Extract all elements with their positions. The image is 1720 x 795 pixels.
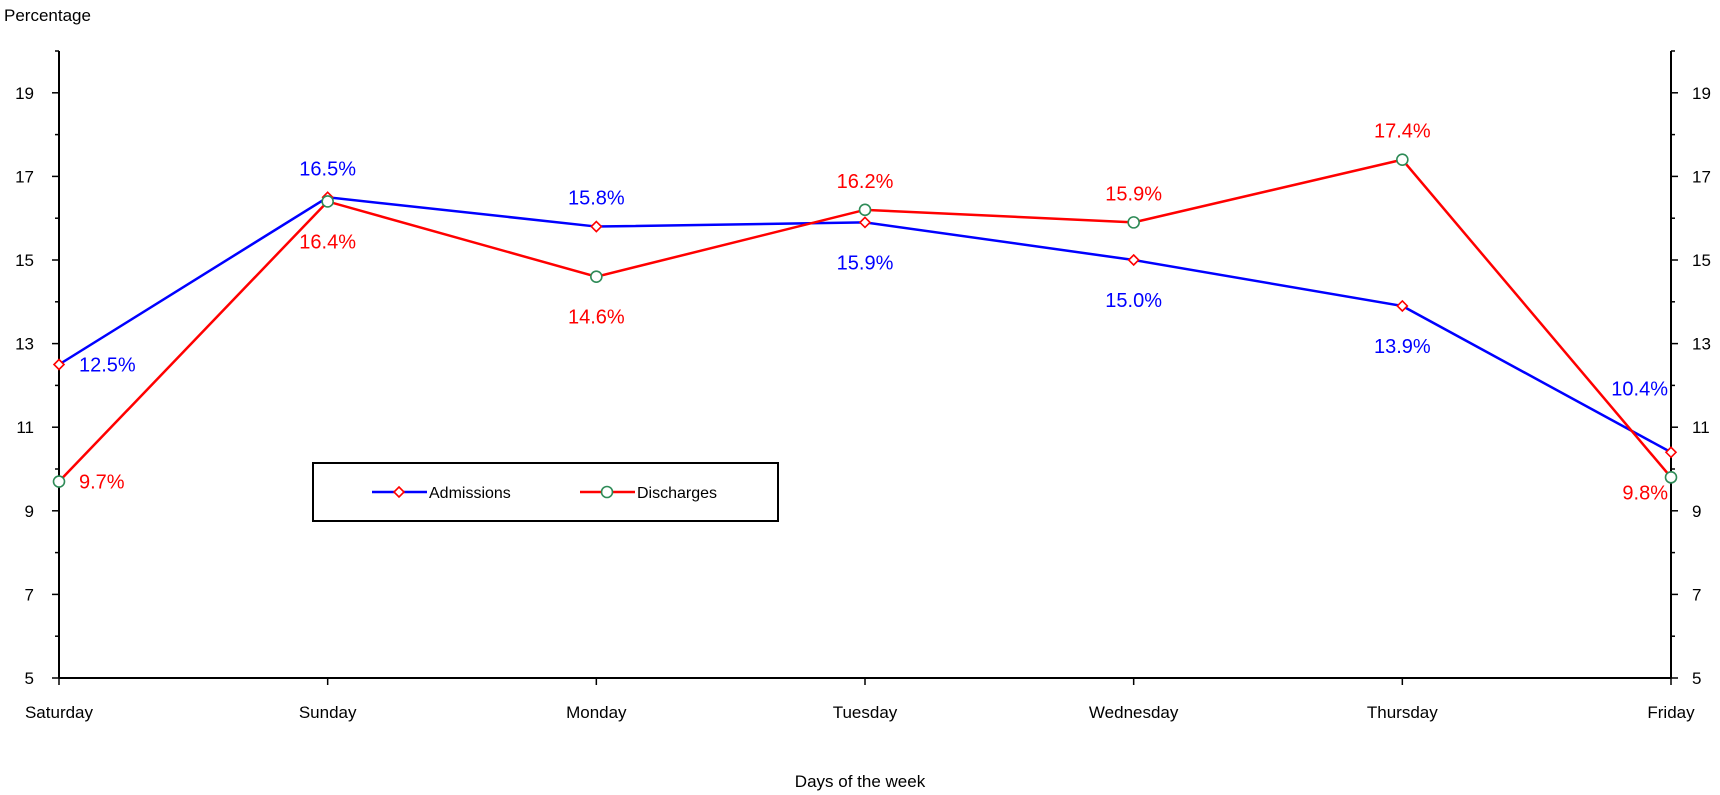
y-tick-label-right: 17 [1692, 167, 1711, 186]
y-tick-label-left: 5 [25, 669, 34, 688]
marker-diamond [590, 220, 603, 233]
y-tick-label-left: 13 [15, 335, 34, 354]
marker-diamond [392, 485, 406, 499]
marker-circle [52, 475, 66, 488]
legend-label: Admissions [429, 485, 511, 502]
y-tick-label-left: 11 [16, 418, 34, 437]
data-labels: 12.5% 16.5% 15.8% 15.9% 15.0% 13.9% 10.4% 9.7% 1… [79, 121, 1668, 505]
data-label: 13.9% [1374, 336, 1431, 358]
data-label: 14.6% [568, 307, 625, 329]
y-axis-title: Percentage [4, 6, 91, 25]
marker-circle [1664, 471, 1678, 484]
y-tick-label-right: 13 [1692, 335, 1711, 354]
data-label: 10.4% [1611, 378, 1668, 400]
data-label: 16.4% [299, 231, 356, 253]
data-label: 16.5% [299, 158, 356, 180]
legend-label: Discharges [637, 485, 717, 502]
y-tick-label-left: 9 [25, 502, 34, 521]
x-tick-label: Monday [566, 703, 627, 722]
data-label: 15.9% [837, 252, 894, 274]
y-tick-label-left: 7 [25, 585, 34, 604]
x-tick-label: Friday [1647, 703, 1695, 722]
data-label: 12.5% [79, 355, 136, 377]
data-label: 9.8% [1622, 482, 1668, 504]
data-label: 15.0% [1105, 290, 1162, 312]
x-tick-label: Tuesday [833, 703, 898, 722]
y-tick-label-left: 15 [15, 251, 34, 270]
y-tick-label-right: 5 [1692, 669, 1701, 688]
marker-diamond [52, 358, 66, 371]
y-tick-label-left: 19 [15, 84, 34, 103]
x-tick-label: Thursday [1367, 703, 1438, 722]
marker-circle [321, 195, 334, 208]
marker-diamond [858, 216, 872, 229]
data-label: 15.8% [568, 188, 625, 210]
data-label: 17.4% [1374, 121, 1431, 143]
x-tick-label: Saturday [25, 703, 94, 722]
marker-circle [590, 270, 603, 284]
y-tick-label-right: 7 [1692, 585, 1701, 604]
y-tick-label-right: 19 [1692, 84, 1711, 103]
marker-diamond [1127, 253, 1140, 267]
data-label: 15.9% [1105, 183, 1162, 205]
y-tick-label-right: 15 [1692, 251, 1711, 270]
series-markers [52, 153, 1678, 488]
data-label: 9.7% [79, 472, 125, 494]
marker-diamond [1664, 446, 1678, 459]
y-tick-label-right: 11 [1692, 418, 1710, 437]
x-axis-title: Days of the week [794, 772, 926, 791]
axes [58, 51, 1672, 679]
marker-circle [1127, 216, 1140, 229]
marker-circle [1396, 153, 1409, 166]
marker-circle [600, 485, 614, 499]
legend: Admissions Discharges [312, 462, 779, 522]
x-tick-label: Sunday [299, 703, 357, 722]
ticks: 5 5 7 7 9 9 11 11 13 13 15 15 17 17 19 19 Saturday Sunday… [15, 50, 1711, 722]
data-label: 16.2% [837, 171, 894, 193]
y-tick-label-left: 17 [15, 167, 34, 186]
x-tick-label: Wednesday [1089, 703, 1179, 722]
marker-circle [858, 203, 872, 217]
y-tick-label-right: 9 [1692, 502, 1701, 521]
marker-diamond [1396, 299, 1409, 313]
